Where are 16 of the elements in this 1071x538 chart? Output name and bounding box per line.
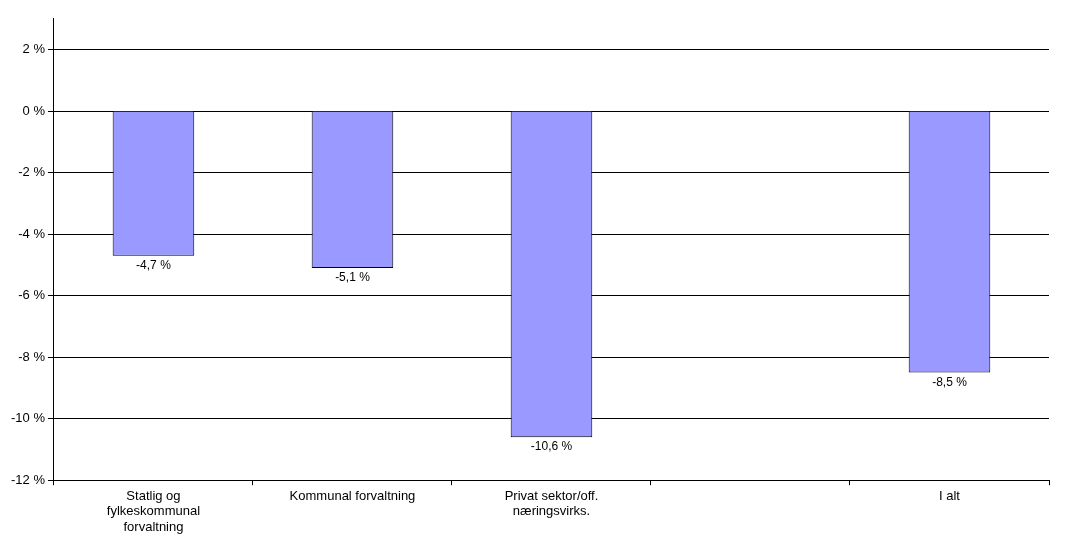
x-tick-label: Statlig og fylkeskommunal forvaltning [106,487,201,534]
x-tick-label: Privat sektor/off. næringsvirks. [504,487,599,519]
y-tick-label: 2 % [22,41,46,57]
data-label: -8,5 % [932,374,968,389]
y-tick-label: -10 % [10,410,46,426]
x-tick-label: I alt [939,487,961,503]
y-tick-label: -6 % [18,287,46,303]
y-tick-label: -4 % [18,225,46,241]
data-label: -5,1 % [335,270,371,285]
y-tick-label: 0 % [22,102,46,118]
y-tick-label: -8 % [18,348,46,364]
data-label: -4,7 % [136,257,172,272]
y-tick-label: -2 % [18,164,46,180]
x-tick-label: Kommunal forvaltning [289,487,416,503]
data-label: -10,6 % [530,439,573,454]
y-tick-label: -12 % [10,471,46,487]
